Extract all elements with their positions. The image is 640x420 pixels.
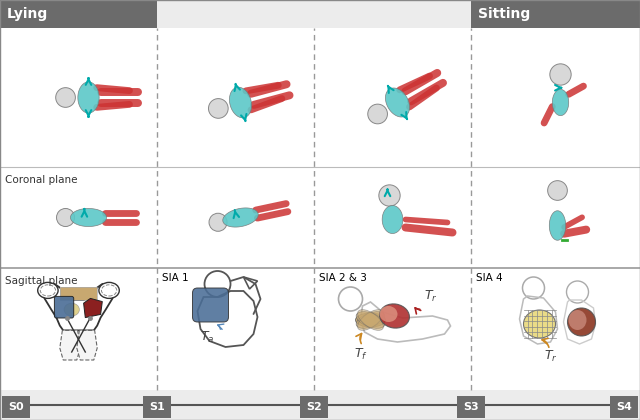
Circle shape	[550, 64, 571, 85]
Polygon shape	[78, 82, 99, 113]
Circle shape	[56, 208, 74, 226]
Ellipse shape	[380, 304, 410, 328]
Bar	[610, 396, 638, 418]
Polygon shape	[230, 87, 252, 118]
Polygon shape	[552, 89, 569, 116]
Bar	[60, 287, 97, 300]
Text: S3: S3	[463, 402, 479, 412]
Text: SIA 2 & 3: SIA 2 & 3	[319, 273, 367, 283]
Circle shape	[209, 213, 227, 231]
Text: $T_r$: $T_r$	[424, 289, 438, 304]
Ellipse shape	[524, 310, 556, 338]
FancyBboxPatch shape	[193, 288, 228, 322]
Ellipse shape	[568, 308, 595, 336]
Polygon shape	[549, 211, 566, 240]
Polygon shape	[70, 208, 106, 226]
Ellipse shape	[64, 303, 79, 316]
Circle shape	[379, 185, 400, 206]
Text: $T_a$: $T_a$	[200, 329, 214, 344]
Bar	[457, 396, 485, 418]
Bar	[2, 396, 30, 418]
Text: Coronal plane: Coronal plane	[5, 175, 77, 185]
Circle shape	[548, 181, 567, 200]
Bar	[143, 396, 171, 418]
Bar	[60, 287, 97, 300]
Polygon shape	[77, 331, 97, 360]
Ellipse shape	[38, 282, 58, 298]
Text: SIA 1: SIA 1	[162, 273, 189, 283]
Text: S0: S0	[8, 402, 24, 412]
Bar	[0, 28, 640, 390]
Text: Lying: Lying	[7, 7, 48, 21]
Ellipse shape	[568, 310, 586, 330]
FancyBboxPatch shape	[54, 297, 74, 318]
Circle shape	[56, 88, 76, 108]
Bar	[471, 0, 640, 28]
Polygon shape	[45, 284, 113, 331]
Polygon shape	[382, 205, 403, 234]
Circle shape	[209, 99, 228, 118]
Ellipse shape	[358, 310, 383, 331]
Text: S2: S2	[306, 402, 322, 412]
Text: Sagittal plane: Sagittal plane	[5, 276, 77, 286]
Polygon shape	[385, 88, 410, 117]
Polygon shape	[84, 298, 102, 318]
Circle shape	[368, 104, 387, 124]
Bar	[0, 390, 640, 420]
Ellipse shape	[356, 312, 385, 328]
Ellipse shape	[358, 310, 383, 331]
Text: $T_r$: $T_r$	[543, 349, 557, 364]
Ellipse shape	[356, 312, 385, 328]
Text: SIA 4: SIA 4	[476, 273, 502, 283]
Text: S4: S4	[616, 402, 632, 412]
Text: Sitting: Sitting	[478, 7, 531, 21]
Text: $T_f$: $T_f$	[355, 346, 369, 362]
Polygon shape	[223, 208, 259, 227]
Bar	[300, 396, 328, 418]
Text: S1: S1	[149, 402, 165, 412]
Ellipse shape	[355, 313, 385, 327]
Polygon shape	[60, 331, 80, 360]
Ellipse shape	[99, 282, 119, 298]
Bar	[0, 0, 157, 28]
Ellipse shape	[380, 306, 397, 322]
